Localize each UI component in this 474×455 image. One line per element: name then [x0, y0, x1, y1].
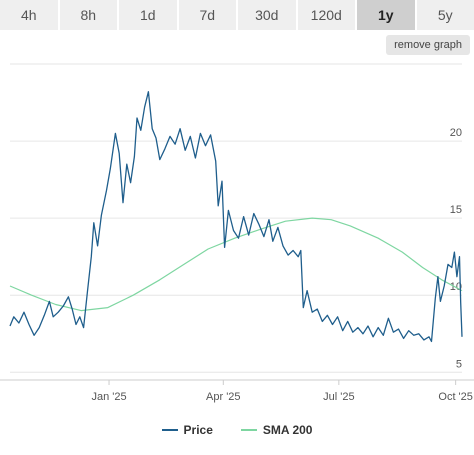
tab-7d[interactable]: 7d — [178, 0, 238, 30]
sma-200-line — [9, 217, 463, 312]
tab-1d[interactable]: 1d — [119, 0, 179, 30]
remove-graph-button[interactable]: remove graph — [386, 35, 470, 55]
legend-swatch-price — [161, 429, 178, 431]
tab-4h[interactable]: 4h — [0, 0, 60, 30]
x-tick-label-1: Apr '25 — [206, 391, 241, 403]
y-tick-label-20: 20 — [450, 127, 462, 139]
price-line — [9, 91, 463, 343]
tab-120d[interactable]: 120d — [297, 0, 357, 30]
tab-5y[interactable]: 5y — [416, 0, 474, 30]
legend-label-price: Price — [183, 423, 213, 437]
chart-legend: Price SMA 200 — [0, 420, 474, 440]
x-tick-label-3: Oct '25 — [438, 391, 473, 403]
x-tick-label-2: Jul '25 — [323, 391, 354, 403]
legend-swatch-sma — [240, 429, 257, 431]
y-tick-label-15: 15 — [450, 204, 462, 216]
legend-item-sma[interactable]: SMA 200 — [240, 423, 313, 437]
legend-label-sma: SMA 200 — [262, 423, 313, 437]
tab-1y[interactable]: 1y — [357, 0, 417, 30]
tab-30d[interactable]: 30d — [238, 0, 298, 30]
x-tick-label-0: Jan '25 — [91, 391, 126, 403]
timeframe-tabs: 4h 8h 1d 7d 30d 120d 1y 5y — [0, 0, 474, 30]
y-tick-label-5: 5 — [456, 358, 462, 370]
legend-item-price[interactable]: Price — [161, 423, 213, 437]
tab-8h[interactable]: 8h — [59, 0, 119, 30]
